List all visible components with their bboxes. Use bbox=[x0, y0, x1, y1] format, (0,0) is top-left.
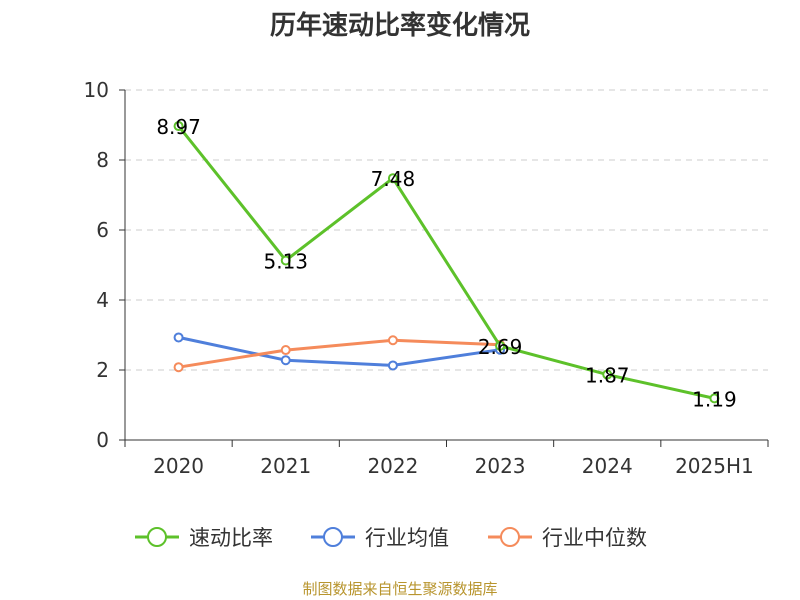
series-line bbox=[177, 335, 502, 367]
data-label: 7.48 bbox=[371, 167, 416, 191]
axes: 0 2 4 6 8 10 2020 2021 2022 2023 2024 2025H1 bbox=[84, 78, 769, 478]
data-point bbox=[709, 393, 720, 404]
legend-label: 行业均值 bbox=[365, 526, 449, 550]
x-tick-label: 2023 bbox=[475, 454, 526, 478]
series-lines bbox=[173, 121, 720, 404]
legend-item[interactable]: 行业中位数 bbox=[488, 526, 647, 550]
y-tick-label: 10 bbox=[84, 78, 109, 102]
data-point bbox=[280, 355, 291, 366]
data-label: 8.97 bbox=[156, 115, 201, 139]
data-label: 1.87 bbox=[585, 364, 630, 388]
data-label: 2.69 bbox=[478, 335, 523, 359]
legend-marker bbox=[500, 527, 520, 547]
data-point bbox=[495, 340, 506, 351]
data-point bbox=[280, 255, 291, 266]
data-point bbox=[387, 360, 398, 371]
data-point bbox=[173, 121, 184, 132]
y-tick-label: 6 bbox=[96, 218, 109, 242]
legend-marker bbox=[147, 527, 167, 547]
y-tick-label: 8 bbox=[96, 148, 109, 172]
y-tick-label: 0 bbox=[96, 428, 109, 452]
grid-lines bbox=[125, 89, 768, 371]
legend: 速动比率 行业均值 行业中位数 bbox=[135, 526, 647, 550]
x-tick-label: 2021 bbox=[260, 454, 311, 478]
data-point bbox=[602, 369, 613, 380]
x-tick-label: 2022 bbox=[367, 454, 418, 478]
data-point bbox=[173, 332, 184, 343]
legend-label: 行业中位数 bbox=[542, 526, 647, 550]
data-label: 1.19 bbox=[692, 387, 737, 411]
series-line bbox=[177, 338, 502, 369]
legend-item[interactable]: 行业均值 bbox=[311, 526, 449, 550]
chart-title: 历年速动比率变化情况 bbox=[270, 10, 530, 41]
data-label: 5.13 bbox=[263, 249, 308, 273]
data-point bbox=[280, 345, 291, 356]
x-tick-label: 2025H1 bbox=[675, 454, 754, 478]
legend-label: 速动比率 bbox=[189, 526, 273, 550]
y-tick-label: 4 bbox=[96, 288, 109, 312]
data-labels: 8.97 5.13 7.48 2.69 1.87 1.19 bbox=[156, 115, 736, 411]
y-tick-label: 2 bbox=[96, 358, 109, 382]
data-point bbox=[173, 362, 184, 373]
legend-marker bbox=[323, 527, 343, 547]
data-point bbox=[387, 335, 398, 346]
data-point bbox=[387, 173, 398, 184]
series-line bbox=[177, 124, 716, 400]
x-tick-label: 2020 bbox=[153, 454, 204, 478]
source-note: 制图数据来自恒生聚源数据库 bbox=[302, 580, 497, 598]
x-tick-label: 2024 bbox=[582, 454, 633, 478]
legend-item[interactable]: 速动比率 bbox=[135, 526, 273, 550]
